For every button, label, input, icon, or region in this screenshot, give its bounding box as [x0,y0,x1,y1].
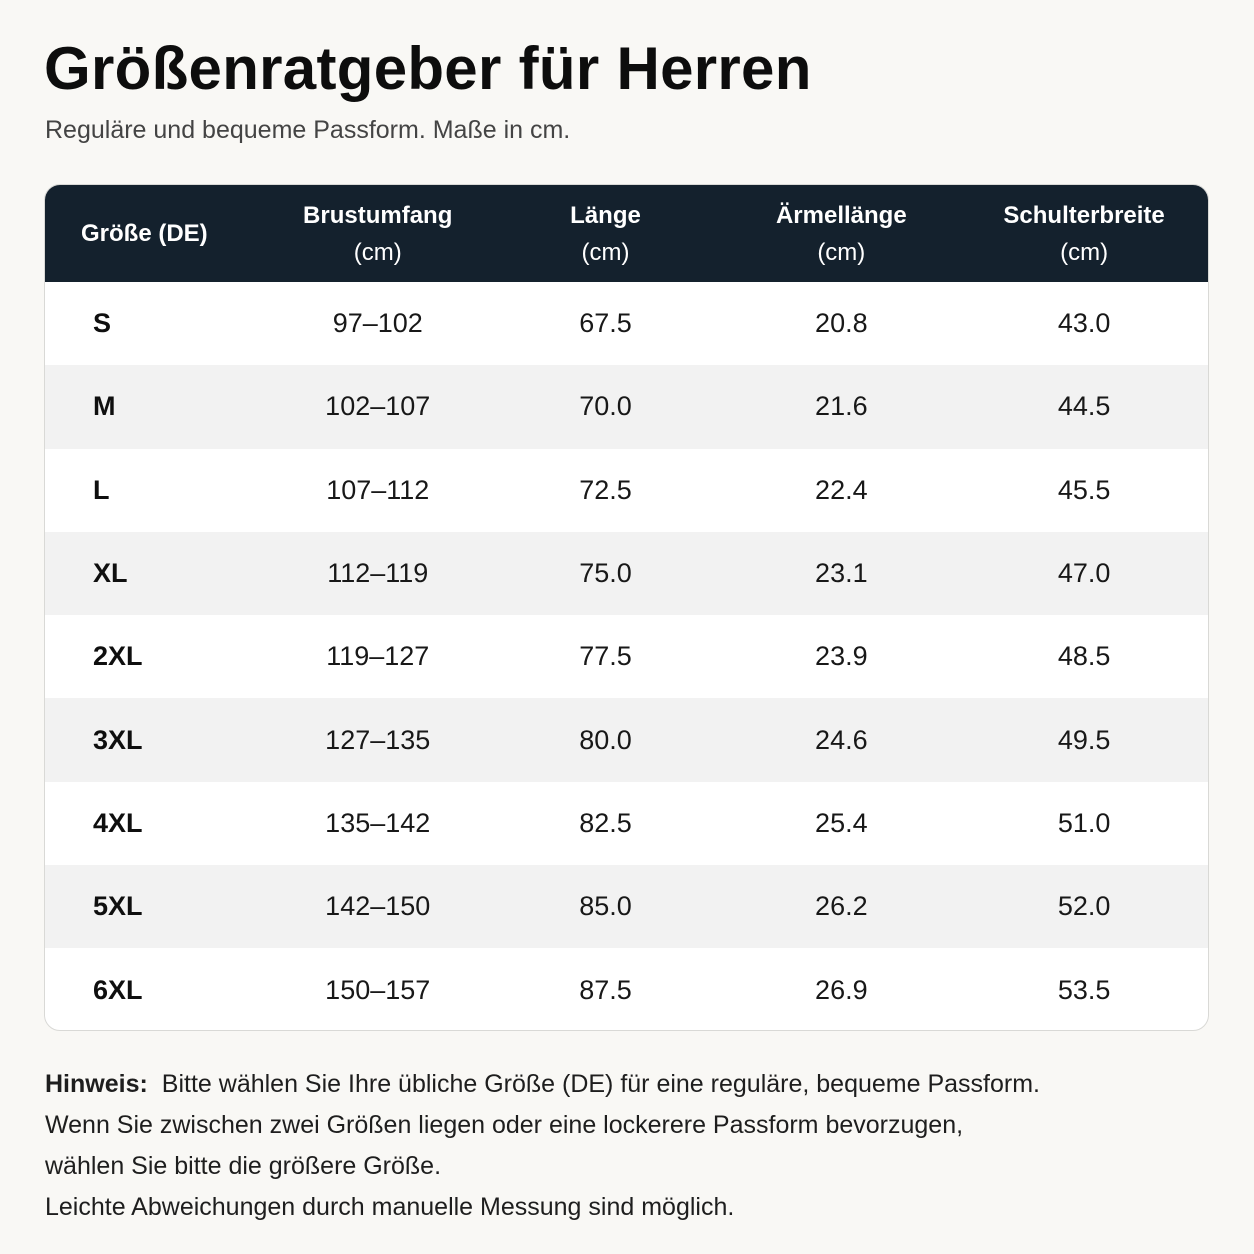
cell-size: 3XL [93,724,143,755]
table-row: S 97–102 67.5 20.8 43.0 [45,282,1208,365]
note-label: Hinweis: [45,1070,148,1098]
table-row: 6XL 150–157 87.5 26.9 53.5 [45,948,1208,1030]
cell-shoulder: 48.5 [1057,641,1111,672]
cell-sleeve: 21.6 [815,391,868,422]
cell-shoulder: 43.0 [1057,308,1111,339]
table-row: XL 112–119 75.0 23.1 47.0 [45,531,1208,616]
cell-chest: 142–150 [325,891,431,922]
header-label: Länge [570,201,641,229]
header-unit: (cm) [1060,238,1109,266]
header-size: Größe (DE) [45,215,267,252]
cell-length: 72.5 [579,474,632,505]
table-header-row: Größe (DE) Brustumfang (cm) Länge (cm) Ä… [45,185,1208,282]
page-title: Größenratgeber für Herren [44,35,812,102]
header-label: Größe (DE) [81,220,208,247]
cell-length: 87.5 [579,974,632,1005]
note-line: Leichte Abweichungen durch manuelle Mess… [45,1193,735,1221]
cell-chest: 119–127 [326,641,430,672]
cell-size: 6XL [93,974,143,1005]
cell-chest: 102–107 [325,391,431,422]
cell-length: 77.5 [579,641,632,672]
header-sleeve: Ärmellänge (cm) [722,197,960,271]
cell-size: S [93,308,112,339]
cell-sleeve: 23.1 [815,558,868,589]
cell-size: XL [93,558,128,589]
cell-size: 2XL [93,641,143,672]
note-line: Hinweis: Bitte wählen Sie Ihre übliche Gr… [45,1064,1040,1105]
header-length: Länge (cm) [489,197,723,271]
size-table: Größe (DE) Brustumfang (cm) Länge (cm) Ä… [44,184,1209,1031]
header-unit: (cm) [581,238,630,266]
cell-shoulder: 53.5 [1057,974,1111,1005]
cell-sleeve: 25.4 [815,807,868,838]
header-label: Ärmellänge [775,201,907,229]
cell-chest: 135–142 [325,807,431,838]
cell-shoulder: 49.5 [1057,724,1111,755]
cell-chest: 150–157 [325,974,431,1005]
cell-sleeve: 26.9 [815,974,868,1005]
table-row: 5XL 142–150 85.0 26.2 52.0 [45,865,1208,949]
page-subtitle: Reguläre und bequeme Passform. Maße in c… [45,116,571,144]
cell-shoulder: 47.0 [1057,558,1111,589]
cell-sleeve: 26.2 [815,891,868,922]
cell-chest: 107–112 [326,474,430,505]
cell-shoulder: 44.5 [1057,391,1111,422]
table-row: 3XL 127–135 80.0 24.6 49.5 [45,698,1208,782]
cell-size: M [93,391,116,422]
fit-note: Hinweis: Bitte wählen Sie Ihre übliche Gr… [45,1064,1040,1228]
note-line: Wenn Sie zwischen zwei Größen liegen ode… [45,1111,964,1139]
cell-size: 5XL [93,891,143,922]
cell-length: 75.0 [579,558,632,589]
table-row: 4XL 135–142 82.5 25.4 51.0 [45,782,1208,865]
table-row: 2XL 119–127 77.5 23.9 48.5 [45,615,1208,698]
cell-size: L [93,474,110,505]
cell-sleeve: 24.6 [815,724,868,755]
table-row: L 107–112 72.5 22.4 45.5 [45,449,1208,532]
cell-chest: 127–135 [325,724,431,755]
cell-length: 70.0 [579,391,632,422]
header-unit: (cm) [817,238,866,266]
cell-length: 67.5 [579,308,632,339]
cell-sleeve: 22.4 [815,474,868,505]
note-line: wählen Sie bitte die größere Größe. [45,1152,442,1180]
cell-shoulder: 51.0 [1057,807,1111,838]
cell-shoulder: 45.5 [1057,474,1111,505]
header-shoulder: Schulterbreite (cm) [960,197,1208,271]
cell-chest: 97–102 [332,308,423,339]
header-unit: (cm) [353,238,402,266]
cell-length: 80.0 [579,724,632,755]
cell-sleeve: 23.9 [815,641,868,672]
cell-length: 85.0 [579,891,632,922]
table-row: M 102–107 70.0 21.6 44.5 [45,365,1208,449]
cell-length: 82.5 [579,807,632,838]
cell-shoulder: 52.0 [1057,891,1111,922]
header-label: Brustumfang [303,201,453,229]
cell-chest: 112–119 [327,558,429,589]
header-chest: Brustumfang (cm) [267,197,489,271]
note-text: Bitte wählen Sie Ihre übliche Größe (DE)… [161,1070,1040,1098]
header-label: Schulterbreite [1003,201,1165,229]
cell-sleeve: 20.8 [815,308,868,339]
cell-size: 4XL [93,807,143,838]
